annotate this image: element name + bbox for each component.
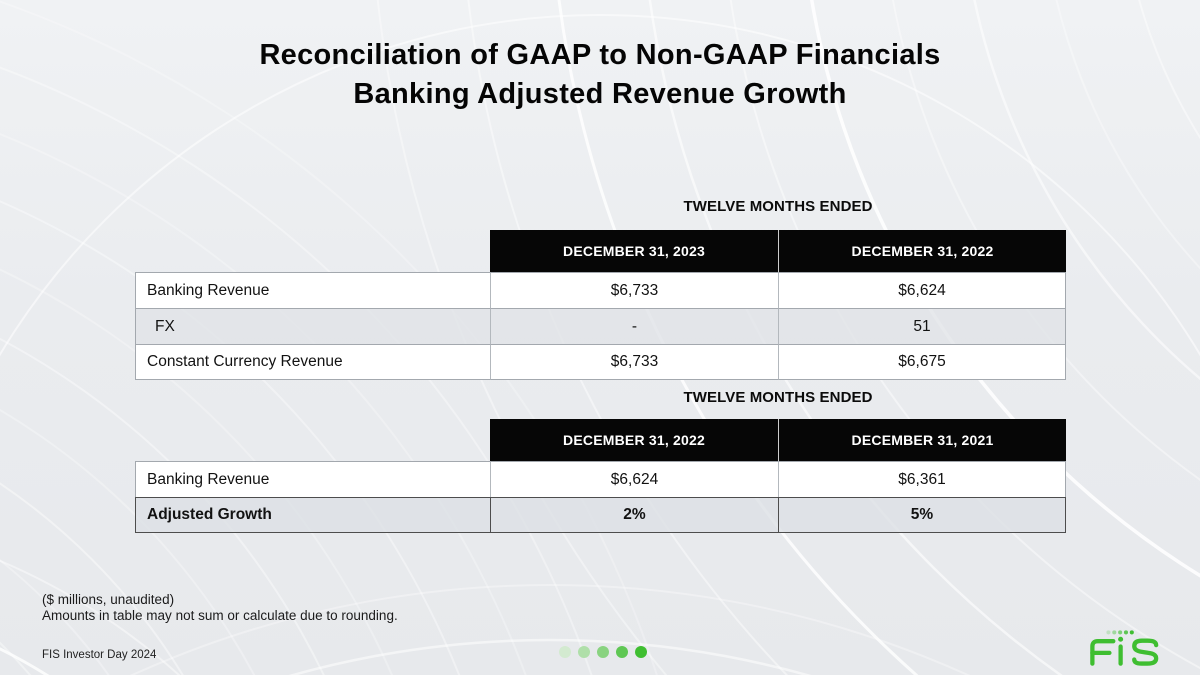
cell-adjusted-growth-2021: 5%: [778, 497, 1066, 533]
reconciliation-table-2023-vs-2022: DECEMBER 31, 2023 DECEMBER 31, 2022 Bank…: [135, 230, 1066, 380]
row-label-banking-revenue: Banking Revenue: [135, 461, 490, 497]
cell-banking-revenue-2023: $6,733: [490, 272, 778, 308]
cell-banking-revenue-2022: $6,624: [778, 272, 1066, 308]
slide-title-line2: Banking Adjusted Revenue Growth: [353, 78, 847, 110]
cell-banking-revenue-2021: $6,361: [778, 461, 1066, 497]
row-label-constant-currency-revenue: Constant Currency Revenue: [135, 344, 490, 380]
slide-title-line1: Reconciliation of GAAP to Non-GAAP Finan…: [259, 39, 941, 71]
pagination-dot-2: [578, 646, 590, 658]
pagination-dot-3: [597, 646, 609, 658]
row-label-banking-revenue: Banking Revenue: [135, 272, 490, 308]
cell-banking-revenue-2022: $6,624: [490, 461, 778, 497]
growth-table-2022-vs-2021: DECEMBER 31, 2022 DECEMBER 31, 2021 Bank…: [135, 419, 1066, 533]
fis-logo-icon: [1090, 630, 1159, 666]
column-header-dec-2022: DECEMBER 31, 2022: [778, 230, 1066, 272]
pagination-dot-1: [559, 646, 571, 658]
cell-adjusted-growth-2022: 2%: [490, 497, 778, 533]
cell-constant-currency-2023: $6,733: [490, 344, 778, 380]
fis-logo: [1088, 626, 1162, 670]
cell-fx-2023: -: [490, 308, 778, 344]
row-label-fx: FX: [135, 308, 490, 344]
pagination-dot-5: [635, 646, 647, 658]
column-header-dec-2021: DECEMBER 31, 2021: [778, 419, 1066, 461]
header-spacer-cell: [135, 230, 490, 272]
pagination-dots: [559, 646, 647, 658]
column-header-dec-2022: DECEMBER 31, 2022: [490, 419, 778, 461]
footnotes: ($ millions, unaudited) Amounts in table…: [42, 592, 398, 623]
header-spacer-cell: [135, 419, 490, 461]
period-caption-table1: TWELVE MONTHS ENDED: [683, 198, 873, 215]
event-label: FIS Investor Day 2024: [42, 649, 157, 661]
column-header-dec-2023: DECEMBER 31, 2023: [490, 230, 778, 272]
footnote-units: ($ millions, unaudited): [42, 592, 175, 607]
period-caption-table2: TWELVE MONTHS ENDED: [683, 389, 873, 406]
footnote-rounding: Amounts in table may not sum or calculat…: [42, 607, 398, 623]
pagination-dot-4: [616, 646, 628, 658]
slide-title: Reconciliation of GAAP to Non-GAAP Finan…: [0, 36, 1200, 114]
cell-fx-2022: 51: [778, 308, 1066, 344]
row-label-adjusted-growth: Adjusted Growth: [135, 497, 490, 533]
cell-constant-currency-2022: $6,675: [778, 344, 1066, 380]
